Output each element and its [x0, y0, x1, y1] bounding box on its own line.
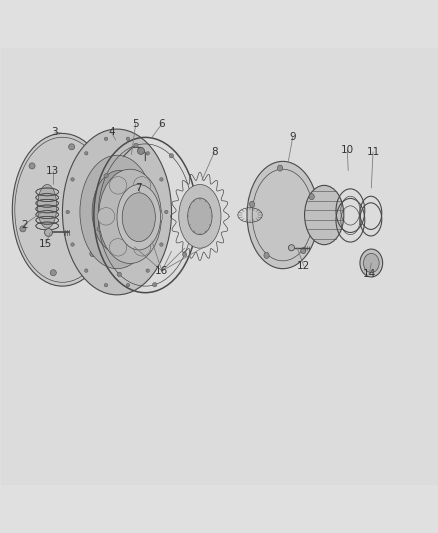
Text: 7: 7 — [134, 183, 141, 193]
Ellipse shape — [20, 226, 26, 232]
Text: 14: 14 — [362, 269, 375, 279]
Text: 4: 4 — [108, 127, 114, 137]
Ellipse shape — [263, 252, 268, 259]
Ellipse shape — [169, 154, 173, 158]
Text: 9: 9 — [289, 132, 295, 142]
Ellipse shape — [288, 245, 294, 251]
Ellipse shape — [300, 247, 305, 254]
Ellipse shape — [178, 184, 220, 248]
Ellipse shape — [12, 133, 113, 286]
Ellipse shape — [29, 163, 35, 169]
Text: 11: 11 — [366, 147, 379, 157]
Ellipse shape — [85, 269, 88, 272]
Ellipse shape — [99, 169, 161, 263]
Ellipse shape — [363, 253, 378, 272]
Ellipse shape — [308, 193, 314, 200]
Ellipse shape — [277, 165, 282, 171]
Ellipse shape — [85, 151, 88, 155]
Ellipse shape — [159, 177, 163, 181]
Ellipse shape — [92, 171, 146, 253]
Ellipse shape — [152, 282, 156, 287]
Ellipse shape — [159, 243, 163, 246]
Ellipse shape — [126, 137, 129, 141]
Ellipse shape — [146, 269, 149, 272]
Ellipse shape — [247, 161, 318, 269]
Ellipse shape — [97, 208, 115, 225]
Ellipse shape — [249, 201, 254, 207]
Text: 16: 16 — [155, 266, 168, 276]
Ellipse shape — [38, 184, 57, 228]
Ellipse shape — [137, 148, 144, 155]
Text: 8: 8 — [211, 147, 217, 157]
Ellipse shape — [104, 174, 108, 178]
Ellipse shape — [66, 210, 69, 214]
Ellipse shape — [45, 229, 52, 237]
Text: 12: 12 — [297, 261, 310, 271]
Ellipse shape — [134, 143, 138, 148]
Ellipse shape — [126, 284, 129, 287]
Ellipse shape — [117, 184, 160, 250]
Text: 6: 6 — [158, 119, 165, 129]
Ellipse shape — [122, 193, 155, 241]
Ellipse shape — [304, 185, 343, 245]
Ellipse shape — [189, 199, 193, 203]
Ellipse shape — [50, 270, 56, 276]
Ellipse shape — [164, 210, 168, 214]
Ellipse shape — [146, 151, 149, 155]
Ellipse shape — [97, 227, 101, 231]
Ellipse shape — [90, 251, 95, 257]
Ellipse shape — [71, 177, 74, 181]
Text: 5: 5 — [132, 119, 139, 129]
Ellipse shape — [187, 198, 212, 235]
Text: 2: 2 — [21, 220, 27, 230]
Text: 13: 13 — [46, 166, 60, 176]
Ellipse shape — [104, 137, 107, 141]
Ellipse shape — [145, 208, 162, 225]
Ellipse shape — [133, 176, 150, 194]
Ellipse shape — [62, 129, 171, 295]
Ellipse shape — [99, 188, 105, 194]
Ellipse shape — [182, 252, 186, 256]
Ellipse shape — [133, 239, 150, 256]
Ellipse shape — [109, 176, 127, 194]
Ellipse shape — [68, 144, 74, 150]
Ellipse shape — [117, 272, 121, 277]
Ellipse shape — [71, 243, 74, 246]
Text: 15: 15 — [39, 239, 53, 249]
Ellipse shape — [109, 239, 127, 256]
Text: 10: 10 — [340, 144, 353, 155]
Ellipse shape — [80, 155, 154, 269]
Text: 3: 3 — [51, 127, 58, 137]
Ellipse shape — [104, 284, 107, 287]
Ellipse shape — [359, 249, 382, 277]
